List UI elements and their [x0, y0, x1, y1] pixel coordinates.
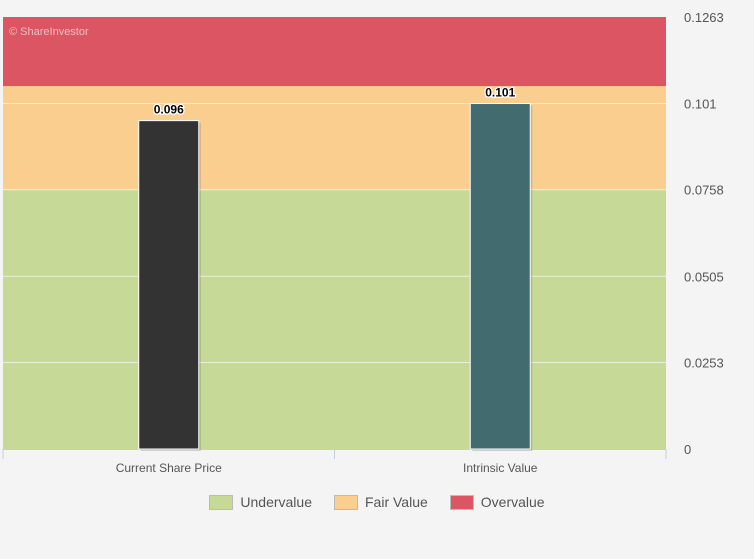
band-overvalue: [3, 17, 666, 87]
x-tick-label: Current Share Price: [116, 461, 222, 475]
y-tick-label: 0.0758: [684, 183, 724, 198]
y-tick-label: 0.1263: [684, 10, 724, 25]
bar-intrinsic-value[interactable]: [469, 103, 531, 450]
legend-swatch-undervalue: [209, 494, 234, 510]
legend-label-undervalue: Undervalue: [240, 494, 312, 510]
x-tick-label: Intrinsic Value: [463, 461, 538, 475]
data-label: 0.101: [485, 86, 515, 100]
y-tick-label: 0.0253: [684, 355, 724, 370]
y-tick-label: 0: [684, 442, 691, 457]
data-label: 0.096: [154, 103, 184, 117]
legend-item-overvalue[interactable]: Overvalue: [449, 494, 545, 510]
legend-label-fair-value: Fair Value: [365, 494, 428, 510]
y-tick-label: 0.0505: [684, 269, 724, 284]
band-undervalue: [3, 189, 666, 449]
bar-current-share-price[interactable]: [138, 120, 200, 450]
legend-swatch-fair-value: [334, 494, 358, 510]
y-tick-label: 0.101: [684, 97, 717, 112]
legend-label-overvalue: Overvalue: [480, 494, 545, 510]
legend-item-undervalue[interactable]: Undervalue: [209, 494, 312, 510]
chart-legend: Undervalue Fair Value Overvalue: [0, 494, 754, 510]
watermark: © ShareInvestor: [9, 26, 89, 38]
band-fair-value: [3, 86, 666, 190]
legend-swatch-overvalue: [449, 494, 474, 510]
legend-item-fair-value[interactable]: Fair Value: [334, 494, 428, 510]
